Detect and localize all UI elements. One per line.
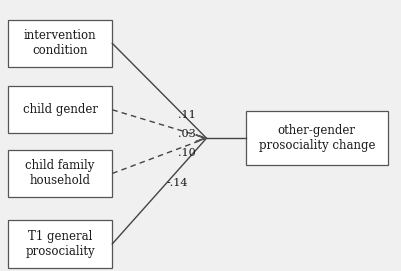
Text: child gender: child gender xyxy=(22,103,98,116)
Text: .11: .11 xyxy=(178,110,196,120)
Text: other-gender
prosociality change: other-gender prosociality change xyxy=(259,124,375,152)
FancyBboxPatch shape xyxy=(8,86,112,134)
Text: -.14: -.14 xyxy=(166,178,188,188)
Text: child family
household: child family household xyxy=(25,159,95,188)
Text: .03: .03 xyxy=(178,129,196,139)
FancyBboxPatch shape xyxy=(8,220,112,268)
FancyBboxPatch shape xyxy=(8,150,112,197)
Text: intervention
condition: intervention condition xyxy=(24,29,97,57)
FancyBboxPatch shape xyxy=(8,20,112,67)
Polygon shape xyxy=(196,135,207,142)
Text: .10: .10 xyxy=(178,148,196,158)
FancyBboxPatch shape xyxy=(245,111,388,165)
Text: T1 general
prosociality: T1 general prosociality xyxy=(25,230,95,258)
